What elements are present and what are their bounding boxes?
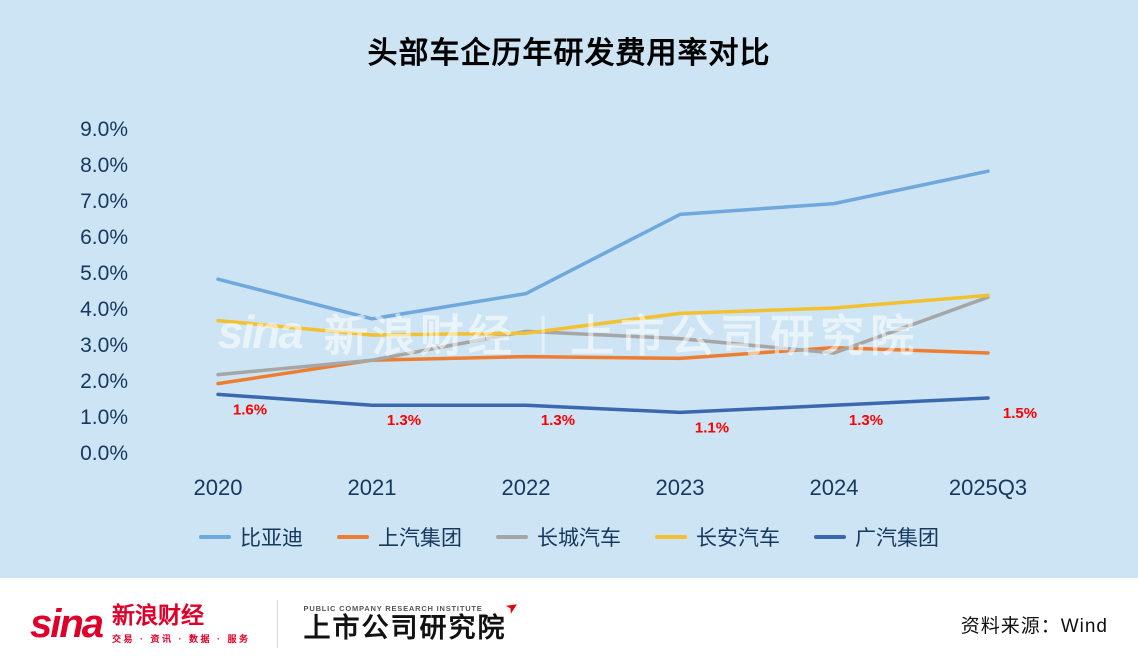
x-tick-label: 2021	[348, 475, 397, 500]
sina-texts: 新浪财经 交易 · 资讯 · 数据 · 服务	[112, 603, 251, 644]
legend-swatch	[655, 535, 687, 539]
legend-swatch	[814, 535, 846, 539]
y-tick-label: 1.0%	[80, 406, 128, 429]
data-point-label: 1.3%	[541, 412, 575, 429]
y-tick-label: 3.0%	[80, 334, 128, 357]
legend-label: 比亚迪	[240, 527, 303, 550]
legend-label: 长城汽车	[537, 527, 621, 550]
series-line	[216, 169, 990, 321]
institute-logo-block: PUBLIC COMPANY RESEARCH INSTITUTE 上市公司研究…	[303, 597, 523, 644]
series-line	[216, 295, 990, 377]
y-tick-label: 8.0%	[80, 154, 128, 177]
sina-logo: sina	[30, 601, 104, 646]
plot-area: 0.0% 1.0% 2.0% 3.0% 4.0% 5.0% 6.0% 7.0% 8.0% 9.0%…	[0, 85, 1138, 525]
legend-swatch	[496, 535, 528, 539]
data-source-text: 资料来源：Wind	[960, 615, 1108, 637]
x-tick-label: 2022	[502, 475, 551, 500]
x-tick-label: 2024	[810, 475, 859, 500]
legend-label: 广汽集团	[855, 527, 939, 550]
x-tick-label: 2025Q3	[949, 475, 1027, 500]
legend-item: 长安汽车	[655, 522, 780, 552]
y-tick-label: 5.0%	[80, 262, 128, 285]
footer: sina 新浪财经 交易 · 资讯 · 数据 · 服务 PUBLIC COMPA…	[0, 578, 1138, 670]
institute-subtitle-text: PUBLIC COMPANY RESEARCH INSTITUTE	[303, 603, 483, 613]
sina-tagline-text: 交易 · 资讯 · 数据 · 服务	[112, 633, 251, 644]
y-tick-label: 6.0%	[80, 226, 128, 249]
chart-title: 头部车企历年研发费用率对比	[367, 37, 771, 70]
series-line	[216, 293, 990, 337]
legend-item: 比亚迪	[199, 522, 303, 552]
sina-logo-block: sina 新浪财经 交易 · 资讯 · 数据 · 服务	[30, 603, 251, 644]
legend-label: 上汽集团	[378, 527, 462, 550]
legend-swatch	[337, 535, 369, 539]
data-point-label: 1.5%	[1003, 405, 1037, 422]
legend-item: 长城汽车	[496, 522, 621, 552]
y-tick-label: 7.0%	[80, 190, 128, 213]
x-tick-label: 2023	[656, 475, 705, 500]
data-point-label: 1.1%	[695, 419, 729, 436]
chart-legend: 比亚迪 上汽集团 长城汽车 长安汽车 广汽集团	[0, 522, 1138, 552]
legend-swatch	[199, 535, 231, 539]
institute-name-text: 上市公司研究院	[303, 612, 507, 643]
legend-item: 上汽集团	[337, 522, 462, 552]
footer-divider	[276, 600, 278, 648]
y-tick-label: 0.0%	[80, 442, 128, 465]
x-tick-label: 2020	[194, 475, 243, 500]
series-line	[216, 345, 990, 386]
y-tick-label: 9.0%	[80, 118, 128, 141]
data-point-label: 1.3%	[387, 412, 421, 429]
legend-label: 长安汽车	[696, 527, 780, 550]
data-point-label: 1.3%	[849, 412, 883, 429]
sina-brand-text: 新浪财经	[112, 602, 205, 629]
legend-item: 广汽集团	[814, 522, 939, 552]
y-tick-label: 2.0%	[80, 370, 128, 393]
data-point-label: 1.6%	[233, 401, 267, 418]
y-tick-label: 4.0%	[80, 298, 128, 321]
series-line	[216, 392, 990, 415]
line-chart: 0.0% 1.0% 2.0% 3.0% 4.0% 5.0% 6.0% 7.0% 8.0% 9.0%…	[80, 118, 1037, 500]
